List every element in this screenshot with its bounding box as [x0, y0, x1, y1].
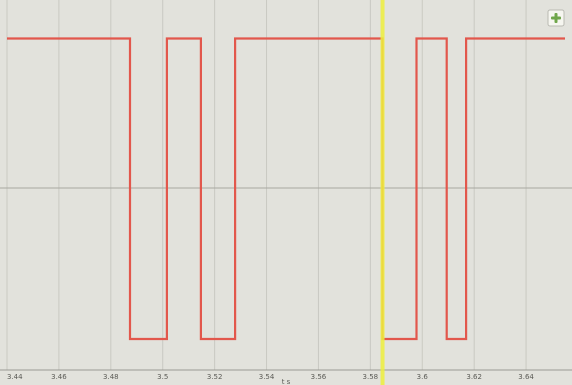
- x-tick-label: 3.54: [259, 373, 275, 381]
- x-tick-label: 3.5: [157, 373, 168, 381]
- plus-icon: [551, 13, 561, 23]
- signal-trace: [7, 37, 565, 341]
- x-tick-label: 3.6: [417, 373, 429, 381]
- corner-add-button[interactable]: [547, 9, 565, 27]
- x-tick-label: 3.58: [363, 373, 379, 381]
- x-tick-label: 3.62: [466, 373, 482, 381]
- vertical-grid: [6, 0, 527, 370]
- x-tick-label: 3.56: [311, 373, 327, 381]
- series-layer: [7, 37, 565, 341]
- x-tick-label: 3.64: [518, 373, 534, 381]
- x-tick-labels: 3.44 3.46 3.48 3.5 3.52 3.54 3.56 3.58 3.6 3.62 3.…: [7, 373, 534, 381]
- x-tick-label: 3.52: [207, 373, 223, 381]
- x-tick-label: 3.48: [103, 373, 119, 381]
- x-tick-label: 3.46: [51, 373, 67, 381]
- x-axis-label: t s: [282, 378, 291, 385]
- x-tick-label: 3.44: [7, 373, 23, 381]
